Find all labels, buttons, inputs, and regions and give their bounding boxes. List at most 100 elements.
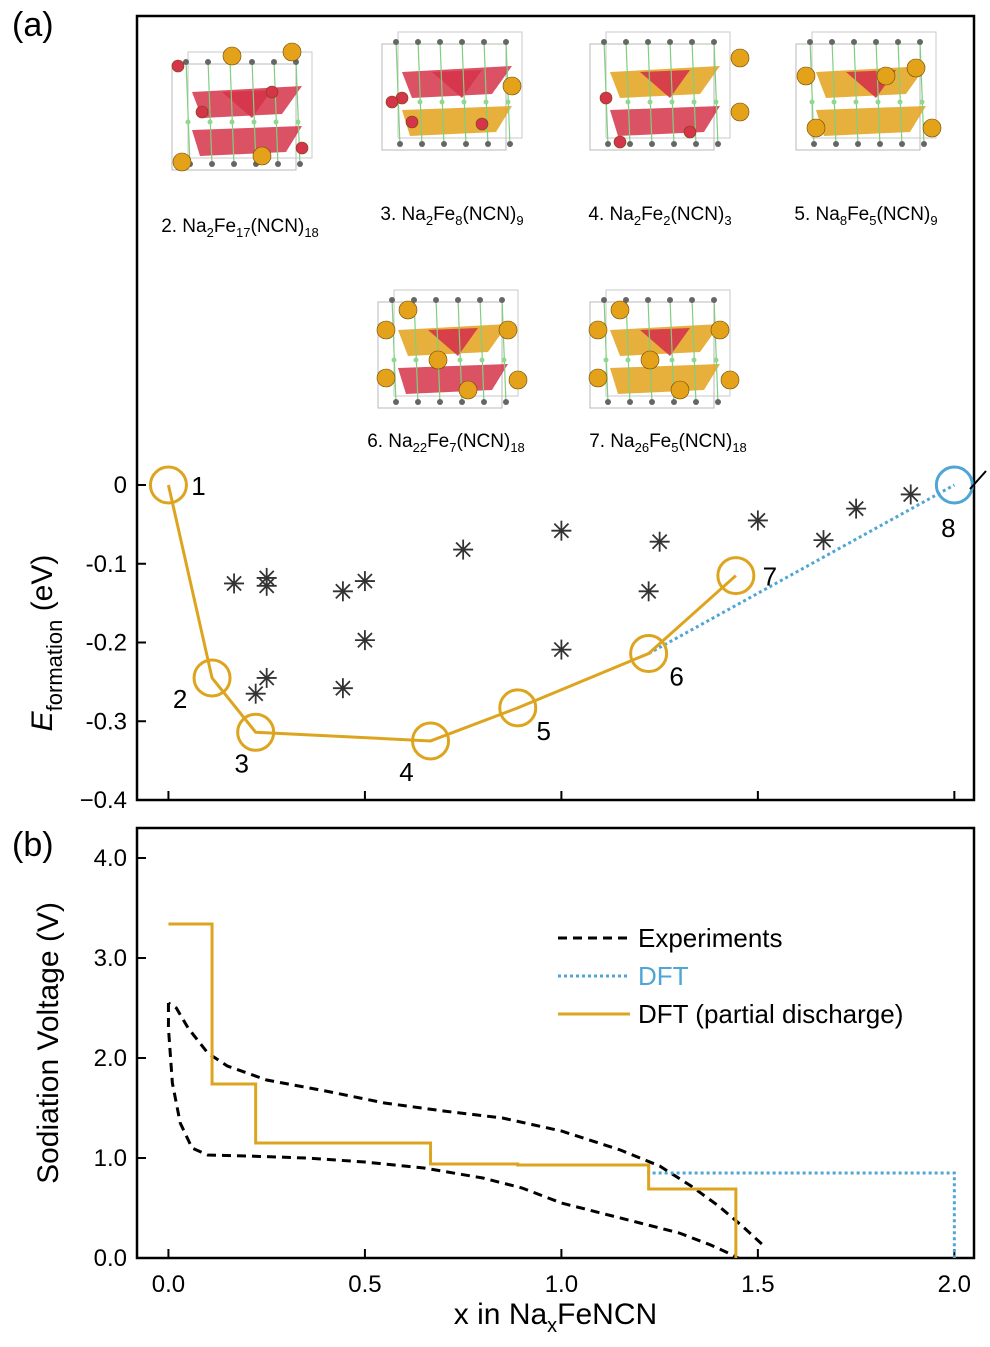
carbon-atom <box>455 297 461 303</box>
sodium-atom <box>876 66 896 86</box>
sodium-atom <box>172 152 192 172</box>
polyhedron <box>640 70 690 98</box>
unstable-point <box>256 575 277 596</box>
carbon-atom <box>297 161 303 167</box>
oxygen-atom <box>613 135 627 149</box>
nitrogen-atom <box>439 99 445 105</box>
carbon-atom <box>499 297 505 303</box>
unstable-point <box>332 581 353 602</box>
carbon-atom <box>397 141 403 147</box>
stable-point-label-2: 2 <box>173 684 187 714</box>
sodium-atom <box>610 300 630 320</box>
nitrogen-atom <box>251 119 257 125</box>
unit-cell-front <box>377 301 503 409</box>
carbon-atom <box>689 297 695 303</box>
carbon-atom <box>209 161 215 167</box>
stable-point-label-1: 1 <box>191 471 205 501</box>
series-line-experiments-1 <box>166 1003 739 1260</box>
carbon-atom <box>205 59 211 65</box>
carbon-atom <box>877 141 883 147</box>
panel-b-frame <box>135 826 976 1260</box>
structure-caption-5: 5. Na8Fe5(NCN)9 <box>794 204 937 228</box>
carbon-atom <box>715 399 721 405</box>
carbon-atom <box>693 141 699 147</box>
polyhedron <box>428 328 478 356</box>
unstable-point <box>354 571 375 592</box>
nitrogen-atom <box>295 119 301 125</box>
carbon-atom <box>645 297 651 303</box>
y-tick-label-b: 1.0 <box>94 1145 127 1172</box>
carbon-atom <box>503 39 509 45</box>
polyhedra-layer <box>816 106 926 136</box>
carbon-atom <box>671 141 677 147</box>
structure-2 <box>171 42 313 172</box>
carbon-atom <box>873 39 879 45</box>
y-tick-label-b: 3.0 <box>94 945 127 972</box>
carbon-atom <box>441 141 447 147</box>
carbon-atom <box>271 59 277 65</box>
structure-3 <box>381 31 523 151</box>
nitrogen-atom <box>273 119 279 125</box>
sodium-atom <box>508 370 528 390</box>
nitrogen-atom <box>669 99 675 105</box>
unstable-point <box>813 530 834 551</box>
carbon-atom <box>393 39 399 45</box>
sodium-atom <box>730 48 750 68</box>
carbon-atom <box>601 39 607 45</box>
polyhedron <box>640 328 690 356</box>
unstable-point <box>332 678 353 699</box>
carbon-atom <box>605 141 611 147</box>
stable-point-label-3: 3 <box>234 748 248 778</box>
legend-label: DFT <box>638 961 689 991</box>
nitrogen-atom <box>691 357 697 363</box>
nitrogen-atom <box>457 357 463 363</box>
carbon-atom <box>231 161 237 167</box>
carbon-atom <box>645 39 651 45</box>
carbon-atom <box>275 161 281 167</box>
panel-b-label: (b) <box>12 826 54 864</box>
nitrogen-atom <box>809 99 815 105</box>
carbon-atom <box>437 399 443 405</box>
structure-caption-7: 7. Na26Fe5(NCN)18 <box>589 431 747 455</box>
carbon-atom <box>895 39 901 45</box>
sodium-atom <box>906 58 926 78</box>
carbon-atom <box>605 399 611 405</box>
oxygen-atom <box>683 125 697 139</box>
structure-4 <box>589 31 750 151</box>
carbon-atom <box>829 39 835 45</box>
nitrogen-atom <box>625 357 631 363</box>
sodium-atom <box>640 350 660 370</box>
series-line-dft-partial-discharge--3 <box>168 922 738 1258</box>
stable-point-label-5: 5 <box>537 716 551 746</box>
sodium-atom <box>670 380 690 400</box>
unstable-point <box>900 484 921 505</box>
stable-point-4 <box>411 721 451 761</box>
x-tick-label-b: 2.0 <box>938 1271 971 1298</box>
carbon-atom <box>415 399 421 405</box>
nitrogen-atom <box>413 357 419 363</box>
nitrogen-atom <box>479 357 485 363</box>
carbon-atom <box>433 297 439 303</box>
carbon-atom <box>649 399 655 405</box>
stable-point-3 <box>236 712 276 752</box>
stable-point-label-4: 4 <box>399 757 413 787</box>
carbon-atom <box>393 399 399 405</box>
nitrogen-atom <box>483 99 489 105</box>
oxygen-atom <box>405 115 419 129</box>
carbon-atom <box>811 141 817 147</box>
stable-point-label-6: 6 <box>669 662 683 692</box>
sodium-atom <box>498 320 518 340</box>
y-tick-label-a: -0.2 <box>86 630 127 657</box>
sodium-atom <box>710 320 730 340</box>
unstable-point <box>649 531 670 552</box>
carbon-atom <box>671 399 677 405</box>
carbon-atom <box>601 297 607 303</box>
nitrogen-atom <box>875 99 881 105</box>
nitrogen-atom <box>461 99 467 105</box>
sodium-atom <box>588 320 608 340</box>
crystal-structure-thumbnails: 2. Na2Fe17(NCN)18 3. Na2Fe8(NCN)9 4. Na2Fe… <box>161 31 942 455</box>
polyhedra-layer <box>402 106 512 136</box>
sodium-atom <box>806 118 826 138</box>
axis-break-mark <box>969 470 987 490</box>
nitrogen-atom <box>603 357 609 363</box>
